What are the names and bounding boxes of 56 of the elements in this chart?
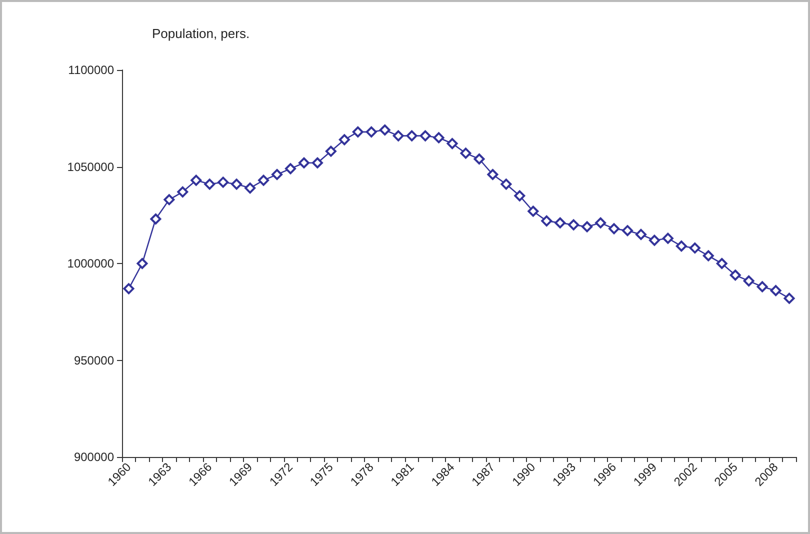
point [662, 232, 674, 244]
point [231, 178, 242, 190]
point [150, 213, 162, 224]
y-tick-label: 900000 [74, 450, 114, 464]
point [177, 186, 188, 198]
y-tick-label: 1050000 [67, 160, 114, 174]
point [676, 240, 687, 252]
point [460, 148, 472, 159]
point [743, 275, 754, 286]
point [514, 190, 526, 202]
point [568, 219, 580, 230]
point [312, 157, 323, 168]
point [379, 124, 390, 136]
point [392, 130, 404, 142]
point [648, 234, 660, 246]
point [541, 215, 552, 226]
point [366, 126, 377, 138]
point [730, 270, 741, 281]
y-tick-label: 1100000 [68, 63, 114, 77]
point [420, 130, 431, 142]
y-tick-label: 950000 [74, 353, 114, 368]
point [258, 174, 270, 186]
point [784, 292, 795, 304]
point [487, 168, 498, 180]
point [756, 281, 768, 292]
point [244, 182, 256, 194]
point [325, 146, 336, 157]
y-tick-label: 1000000 [67, 256, 114, 270]
point [204, 178, 216, 190]
point [582, 221, 593, 232]
point [406, 130, 418, 142]
point [190, 174, 202, 186]
point [433, 132, 444, 144]
point [123, 283, 134, 294]
point [164, 194, 175, 206]
point [595, 217, 606, 228]
point [352, 126, 364, 138]
point [770, 285, 782, 296]
point [474, 154, 485, 165]
point [446, 138, 458, 150]
point [608, 223, 620, 234]
point [635, 228, 646, 240]
point [136, 258, 148, 269]
point [622, 225, 633, 236]
point [298, 157, 310, 168]
y-axis-title: Population, pers. [152, 26, 250, 41]
point [272, 168, 283, 180]
point [285, 163, 296, 174]
point [716, 258, 728, 269]
point [500, 178, 512, 190]
point [702, 250, 714, 262]
point [218, 176, 229, 188]
point [554, 217, 566, 228]
point [528, 206, 539, 217]
point [338, 134, 350, 146]
point [689, 242, 700, 254]
